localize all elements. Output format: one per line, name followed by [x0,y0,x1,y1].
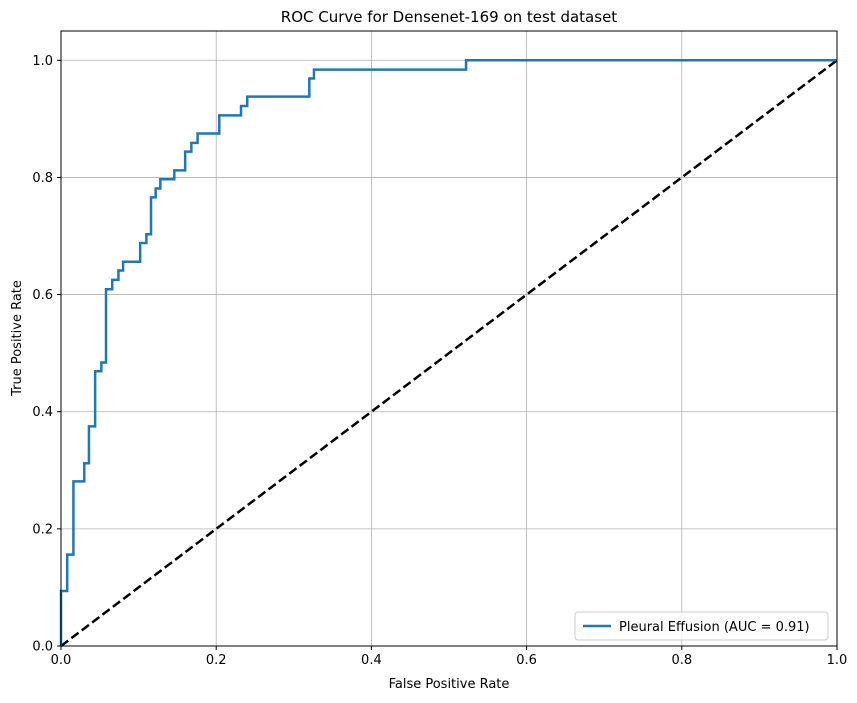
plot-frame [60,30,838,647]
x-tick-label: 0.6 [516,653,537,668]
x-tick-label: 1.0 [827,653,848,668]
chart-title: ROC Curve for Densenet-169 on test datas… [281,8,617,26]
y-tick-label: 0.0 [32,640,53,655]
legend: Pleural Effusion (AUC = 0.91) [574,611,829,641]
legend-label: Pleural Effusion (AUC = 0.91) [619,620,810,635]
x-tick-label: 0.2 [206,653,227,668]
x-tick-label: 0.0 [51,653,72,668]
grid-lines [60,31,838,647]
y-tick-label: 1.0 [32,54,53,69]
y-tick-label: 0.6 [32,288,53,303]
x-tick-label: 0.4 [361,653,382,668]
roc-curve-line [59,59,837,646]
x-axis-label: False Positive Rate [389,677,510,692]
chance-diagonal-line [60,59,838,647]
y-axis-label: True Positive Rate [10,280,25,397]
y-tick-label: 0.2 [32,522,53,537]
axis-ticks: 0.0 0.2 0.4 0.6 0.8 1.0 0.0 0.2 0.4 0.6 0.8 1.0 [32,54,847,668]
y-tick-label: 0.4 [32,405,53,420]
y-tick-label: 0.8 [32,171,53,186]
x-tick-label: 0.8 [671,653,692,668]
legend-box [574,611,829,641]
series-layer [59,59,838,647]
